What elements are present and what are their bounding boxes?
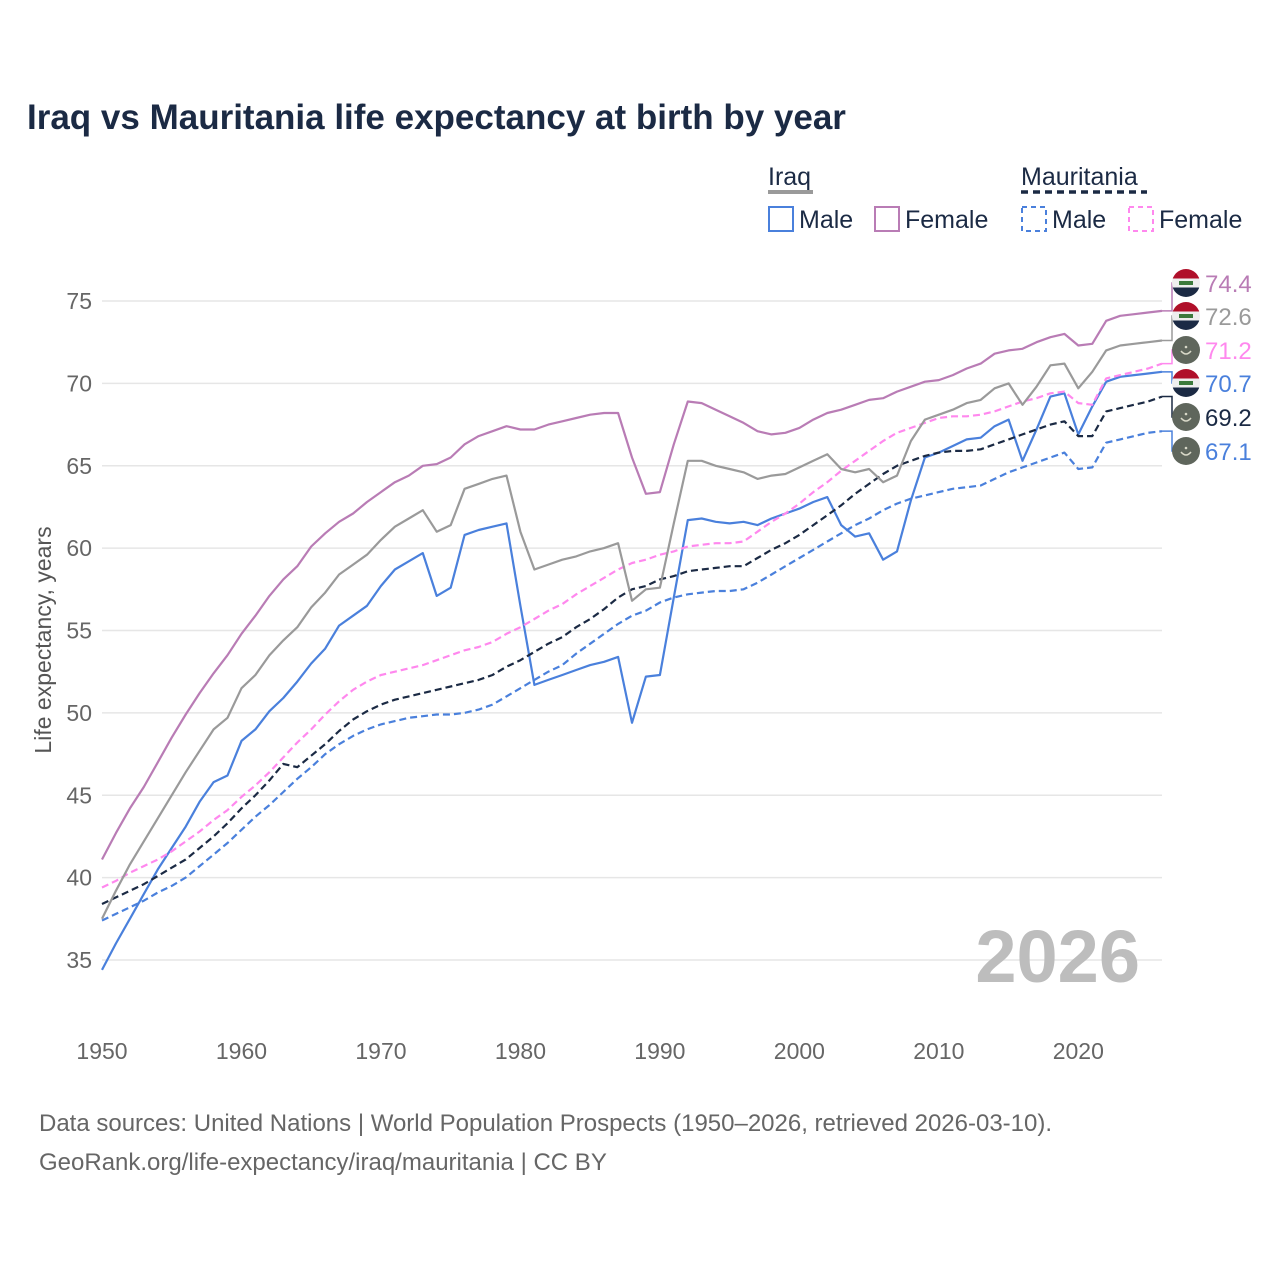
y-tick-label: 70 [66,370,92,396]
flag-body [1172,369,1200,397]
series-line-iraq-female [101,309,1163,861]
flag-circle [1172,403,1200,431]
end-label-iraq-female: 74.4 [1205,271,1252,298]
end-labels: 74.4 72.6 71.2 70.7 69.2 67.1 [1162,269,1252,466]
year-watermark: 2026 [975,915,1140,998]
end-label-iraq: 72.6 [1205,304,1252,331]
iraq-flag-icon [1172,369,1200,397]
crescent [1180,417,1192,422]
end-label-mauritania: 69.2 [1205,405,1252,432]
y-tick-label: 75 [66,288,92,314]
y-axis-label: Life expectancy, years [30,526,56,753]
end-label-mauritania-female: 71.2 [1205,338,1252,365]
star [1184,412,1188,416]
y-tick-label: 65 [66,453,92,479]
flag-script [1179,281,1193,285]
x-tick-label: 1970 [355,1038,406,1064]
flag-dark-band [1172,387,1200,397]
legend-iraq-female-label[interactable]: Female [905,206,988,234]
mauritania-flag-icon [1172,403,1200,431]
iraq-flag-icon [1172,302,1200,330]
end-label-iraq-male: 70.7 [1205,371,1252,398]
legend-mauritania-male-label[interactable]: Male [1052,206,1106,234]
x-tick-label: 2020 [1053,1038,1104,1064]
flag-dark-band [1172,287,1200,297]
y-axis-ticks: 35 40 45 50 55 60 65 70 75 [66,288,92,973]
star [1184,446,1188,450]
mauritania-flag-icon [1172,336,1200,364]
gridlines [102,300,1162,961]
x-tick-label: 2010 [913,1038,964,1064]
y-tick-label: 50 [66,700,92,726]
y-tick-label: 55 [66,618,92,644]
chart-title: Iraq vs Mauritania life expectancy at bi… [27,98,846,137]
flag-script [1179,314,1193,318]
series-line-mauritania [101,395,1163,905]
flag-red-band [1172,302,1200,312]
legend-group-mauritania: Mauritania [1021,163,1138,191]
mauritania-flag-icon [1172,437,1200,465]
legend-iraq-female-swatch[interactable] [874,206,900,232]
x-tick-label: 1950 [76,1038,127,1064]
x-tick-label: 1960 [216,1038,267,1064]
iraq-flag-icon [1172,269,1200,297]
crescent [1180,350,1192,355]
source-line-1: Data sources: United Nations | World Pop… [39,1110,1052,1137]
source-line-2: GeoRank.org/life-expectancy/iraq/maurita… [39,1149,607,1176]
crescent [1180,451,1192,456]
flag-script [1179,381,1193,385]
x-tick-label: 1990 [634,1038,685,1064]
flag-body [1172,302,1200,330]
y-tick-label: 45 [66,782,92,808]
flag-dark-band [1172,320,1200,330]
y-tick-label: 35 [66,947,92,973]
series-line-iraq-male [101,370,1163,971]
legend-mauritania-female-label[interactable]: Female [1159,206,1242,234]
series-line-mauritania-male [101,430,1163,922]
series-lines [101,309,1163,971]
flag-body [1172,269,1200,297]
x-tick-label: 2000 [774,1038,825,1064]
series-line-mauritania-female [101,362,1163,889]
flag-circle [1172,336,1200,364]
flag-red-band [1172,369,1200,379]
y-tick-label: 40 [66,865,92,891]
x-tick-label: 1980 [495,1038,546,1064]
star [1184,345,1188,349]
legend-iraq-male-label[interactable]: Male [799,206,853,234]
legend-mauritania-female-swatch[interactable] [1128,206,1154,232]
series-line-iraq [101,339,1163,920]
x-axis-ticks: 1950 1960 1970 1980 1990 2000 2010 2020 [76,1038,1103,1064]
legend-mauritania-male-swatch[interactable] [1021,206,1047,232]
flag-red-band [1172,269,1200,279]
end-label-mauritania-male: 67.1 [1205,439,1252,466]
legend-iraq-male-swatch[interactable] [768,206,794,232]
legend-group-iraq: Iraq [768,163,811,191]
y-tick-label: 60 [66,535,92,561]
flag-circle [1172,437,1200,465]
legend: Iraq Mauritania Male Female Male Female [768,163,1242,234]
